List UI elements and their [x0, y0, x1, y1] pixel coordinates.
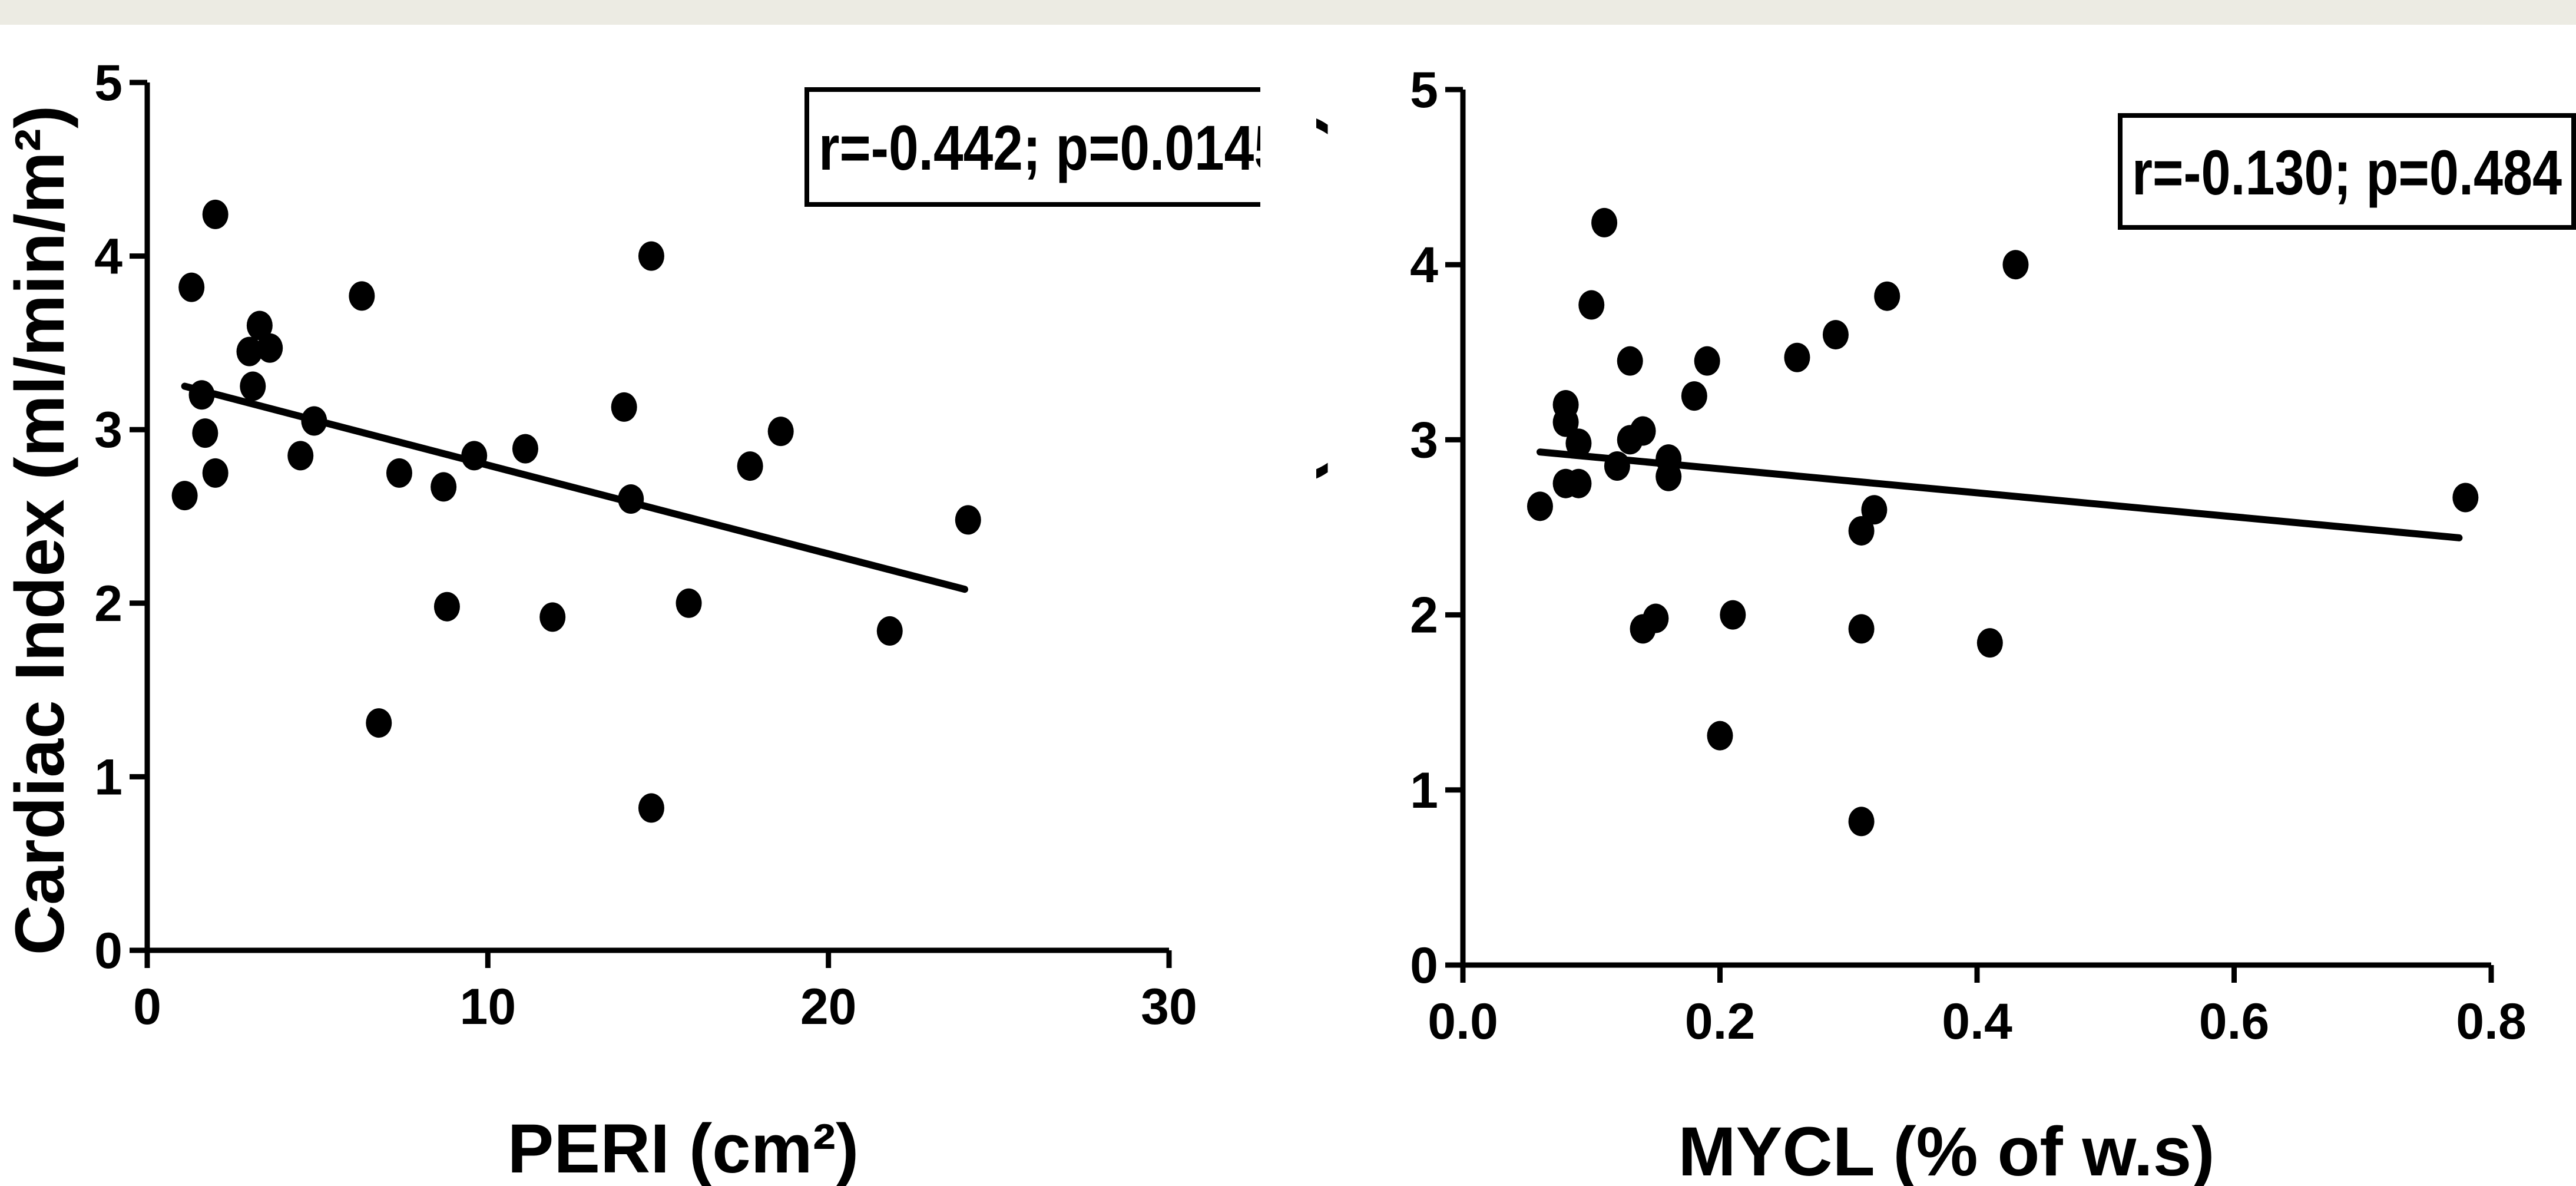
x-tick-label: 0.0 — [1428, 993, 1498, 1050]
data-point — [1874, 281, 1900, 311]
y-tick-label: 1 — [94, 749, 122, 805]
data-point — [1976, 628, 2003, 658]
y-tick-label: 3 — [94, 402, 122, 458]
y-tick-label: 3 — [1410, 412, 1438, 468]
data-point — [1848, 807, 1875, 837]
data-point — [1643, 603, 1669, 633]
data-point — [301, 406, 327, 436]
data-point — [257, 333, 283, 363]
data-point — [512, 434, 538, 464]
data-point — [178, 272, 205, 302]
data-point — [431, 472, 457, 502]
data-point — [349, 281, 375, 311]
chart-marks — [171, 199, 981, 823]
data-point — [461, 441, 488, 471]
data-point — [433, 592, 460, 622]
data-point — [1617, 346, 1643, 376]
data-point — [2002, 250, 2029, 280]
chart-axes: 0 1 2 3 4 5 0.0 0.2 0.4 0.6 0.8 — [1410, 62, 2527, 1050]
stat-box-frame — [804, 87, 1260, 207]
data-point — [240, 371, 266, 401]
data-point — [638, 793, 664, 823]
data-point — [202, 199, 229, 229]
data-point — [1630, 416, 1656, 446]
x-tick-label: 0.4 — [1942, 993, 2012, 1050]
y-tick-label: 5 — [94, 55, 122, 111]
data-point — [1822, 320, 1849, 350]
y-axis-title: Cardiac Index (ml/min/m²) — [1316, 111, 1329, 962]
data-point — [1720, 600, 1746, 630]
data-point — [171, 481, 198, 511]
data-point — [611, 392, 637, 422]
y-axis-title: Cardiac Index (ml/min/m²) — [1, 105, 79, 956]
y-tick-label: 0 — [1410, 937, 1438, 994]
data-point — [386, 458, 412, 488]
y-tick-label: 2 — [1410, 587, 1438, 644]
chart-axes: 0 1 2 3 4 5 0 10 20 30 — [94, 55, 1197, 1035]
stat-box-frame — [2118, 113, 2576, 230]
stat-annotation-box: r=-0.442; p=0.0145 — [804, 87, 1260, 207]
y-tick-label: 1 — [1410, 762, 1438, 819]
data-point — [1655, 461, 1682, 491]
data-point — [188, 380, 215, 410]
x-tick-label: 0.8 — [2456, 993, 2527, 1050]
x-axis-title: MYCL (% of w.s) — [1678, 1113, 2214, 1186]
data-point — [1578, 290, 1605, 320]
data-point — [1565, 428, 1592, 458]
x-tick-label: 30 — [1141, 979, 1197, 1035]
x-tick-label: 20 — [800, 979, 857, 1035]
data-point — [1707, 721, 1733, 751]
y-tick-label: 5 — [1410, 62, 1438, 118]
chart-marks — [1527, 207, 2479, 837]
data-point — [202, 458, 229, 488]
regression-line — [1536, 448, 2463, 541]
data-point — [1694, 346, 1720, 376]
stat-annotation-box: r=-0.130; p=0.484 — [2118, 113, 2576, 230]
data-point — [876, 616, 903, 646]
data-point — [539, 602, 566, 632]
data-point — [236, 336, 263, 366]
stat-annotation-text: r=-0.442; p=0.0145 — [819, 112, 1260, 183]
data-point — [246, 310, 273, 341]
data-point — [767, 417, 794, 447]
stat-annotation-text: r=-0.130; p=0.484 — [2132, 137, 2562, 208]
data-point — [1552, 407, 1579, 437]
scatter-chart-peri: 0 1 2 3 4 5 0 10 20 30 r=-0.442; p=0.0145 PERI (c… — [1, 55, 1260, 1186]
data-point — [638, 241, 664, 271]
data-point — [1848, 516, 1875, 546]
x-tick-label: 0 — [133, 979, 161, 1035]
x-tick-label: 10 — [459, 979, 516, 1035]
data-point — [1848, 614, 1875, 644]
data-point — [1565, 468, 1592, 498]
y-tick-label: 0 — [94, 923, 122, 979]
data-point — [618, 484, 644, 514]
data-point — [2452, 483, 2479, 513]
top-band — [0, 0, 2576, 25]
data-point — [1527, 491, 1553, 521]
data-point — [192, 418, 218, 448]
data-point — [1604, 451, 1630, 481]
y-tick-label: 4 — [1410, 237, 1438, 293]
data-point — [366, 708, 392, 738]
data-point — [1784, 342, 1810, 372]
data-point — [1861, 495, 1888, 525]
x-tick-label: 0.2 — [1685, 993, 1756, 1050]
data-point — [737, 451, 763, 481]
y-tick-label: 2 — [94, 576, 122, 632]
data-point — [955, 505, 981, 535]
regression-line — [181, 382, 968, 593]
data-point — [676, 588, 702, 618]
data-point — [1681, 381, 1707, 411]
data-point — [1591, 207, 1618, 237]
x-tick-label: 0.6 — [2199, 993, 2270, 1050]
y-tick-label: 4 — [94, 229, 122, 285]
data-point — [287, 441, 314, 471]
x-axis-title: PERI (cm²) — [508, 1110, 859, 1186]
